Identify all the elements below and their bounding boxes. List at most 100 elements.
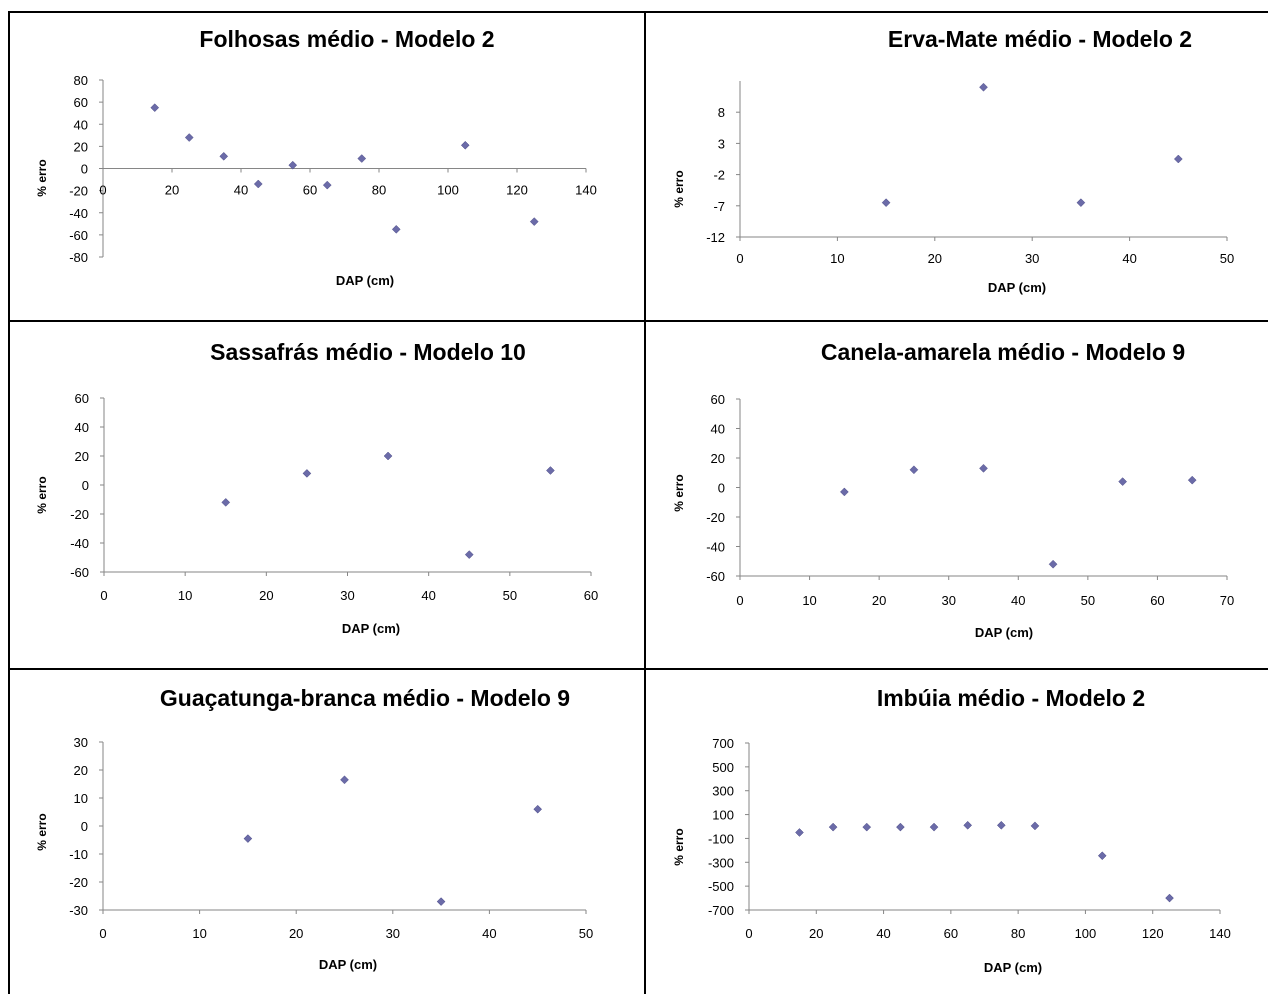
- y-tick-label: 3: [718, 136, 725, 151]
- x-tick-label: 0: [736, 593, 743, 608]
- y-tick-label: 0: [81, 819, 88, 834]
- data-point: [1187, 475, 1197, 485]
- data-point: [243, 834, 253, 843]
- y-tick-label: 100: [712, 808, 734, 823]
- y-tick-label: -20: [70, 507, 89, 522]
- y-tick-label: -60: [706, 569, 725, 584]
- x-tick-label: 0: [99, 926, 106, 941]
- y-tick-label: 20: [74, 139, 88, 154]
- chart-panel-3: Sassafrás médio - Modelo 10 -60 -40 -20 0 20 4…: [35, 339, 598, 636]
- data-point: [996, 820, 1006, 830]
- chart-panel-2: Erva-Mate médio - Modelo 2 -12 -7 -2 3 8 0 10 20…: [672, 26, 1234, 295]
- y-tick-label: 0: [718, 481, 725, 496]
- x-tick-label: 80: [1011, 926, 1025, 941]
- x-tick-label: 40: [421, 588, 435, 603]
- x-tick-label: 0: [745, 926, 752, 941]
- x-tick-label: 120: [1142, 926, 1164, 941]
- x-tick-label: 10: [830, 251, 844, 266]
- y-tick-label: 60: [75, 391, 89, 406]
- data-point: [1076, 198, 1086, 208]
- y-tick-label: -2: [713, 168, 725, 183]
- x-tick-label: 40: [1011, 593, 1025, 608]
- y-tick-label: 500: [712, 760, 734, 775]
- x-tick-label: 140: [1209, 926, 1231, 941]
- y-tick-label: -700: [708, 903, 734, 918]
- data-point: [302, 469, 312, 478]
- chart-panel-1: Folhosas médio - Modelo 2 -80 -60 -40 -20 0 20…: [35, 26, 597, 288]
- y-tick-label: -40: [706, 540, 725, 555]
- x-tick-label: 60: [584, 588, 598, 603]
- y-axis-title: % erro: [672, 170, 686, 207]
- x-tick-label: 40: [1122, 251, 1136, 266]
- data-point: [546, 466, 555, 475]
- y-tick-label: 40: [74, 117, 88, 132]
- chart-panel-5: Guaçatunga-branca médio - Modelo 9 -30 -20…: [35, 685, 593, 972]
- data-point: [464, 550, 474, 559]
- data-point: [963, 820, 973, 830]
- x-tick-label: 60: [1150, 593, 1164, 608]
- y-tick-label: 20: [74, 763, 88, 778]
- y-tick-label: -300: [708, 855, 734, 870]
- x-tick-label: 30: [1025, 251, 1039, 266]
- x-tick-label: 140: [575, 183, 597, 198]
- x-tick-label: 20: [289, 926, 303, 941]
- data-point: [909, 465, 919, 475]
- chart-panel-4: Canela-amarela médio - Modelo 9 -60 -40 -20…: [672, 339, 1234, 640]
- x-tick-label: 50: [1220, 251, 1234, 266]
- y-tick-label: -60: [69, 228, 88, 243]
- x-axis-title: DAP (cm): [984, 960, 1042, 975]
- chart-title: Imbúia médio - Modelo 2: [877, 685, 1145, 711]
- x-tick-label: 20: [872, 593, 886, 608]
- x-tick-label: 0: [100, 588, 107, 603]
- y-tick-label: -20: [706, 510, 725, 525]
- x-tick-label: 100: [437, 183, 459, 198]
- y-tick-label: 40: [711, 422, 725, 437]
- data-point: [150, 103, 160, 113]
- x-axis-title: DAP (cm): [988, 280, 1046, 295]
- y-tick-label: 10: [74, 791, 88, 806]
- y-tick-label: 300: [712, 784, 734, 799]
- x-tick-label: 60: [303, 183, 317, 198]
- data-point: [529, 217, 539, 226]
- data-point: [1048, 559, 1058, 569]
- x-axis-title: DAP (cm): [342, 621, 400, 636]
- x-tick-label: 0: [736, 251, 743, 266]
- data-point: [795, 828, 804, 837]
- y-tick-label: -80: [69, 250, 88, 265]
- data-point: [221, 498, 231, 507]
- x-tick-label: 20: [809, 926, 823, 941]
- data-point: [862, 822, 872, 832]
- x-tick-label: 10: [192, 926, 206, 941]
- y-tick-label: 700: [712, 736, 734, 751]
- y-tick-label: -500: [708, 879, 734, 894]
- data-point: [1173, 154, 1183, 164]
- y-tick-label: -12: [706, 230, 725, 245]
- x-tick-label: 20: [259, 588, 273, 603]
- x-tick-label: 120: [506, 183, 528, 198]
- y-axis-title: % erro: [672, 474, 686, 511]
- x-axis-title: DAP (cm): [975, 625, 1033, 640]
- x-axis-title: DAP (cm): [319, 957, 377, 972]
- data-point: [391, 224, 401, 234]
- data-point: [1030, 821, 1040, 831]
- data-point: [896, 822, 905, 832]
- y-axis-title: % erro: [35, 476, 49, 513]
- x-tick-label: 10: [802, 593, 816, 608]
- x-tick-label: 30: [386, 926, 400, 941]
- x-tick-label: 20: [165, 183, 179, 198]
- data-point: [288, 160, 298, 170]
- y-tick-label: -20: [69, 875, 88, 890]
- x-tick-label: 10: [178, 588, 192, 603]
- x-tick-label: 0: [99, 183, 106, 198]
- data-point: [184, 133, 194, 142]
- x-tick-label: 100: [1075, 926, 1097, 941]
- x-tick-label: 50: [579, 926, 593, 941]
- x-tick-label: 30: [941, 593, 955, 608]
- y-tick-label: 20: [75, 449, 89, 464]
- chart-panel-6: Imbúia médio - Modelo 2 -700 -500 -300 -100 1…: [672, 685, 1231, 975]
- data-point: [219, 151, 229, 161]
- x-tick-label: 40: [482, 926, 496, 941]
- x-tick-label: 40: [234, 183, 248, 198]
- y-axis-title: % erro: [35, 159, 49, 196]
- x-tick-label: 50: [503, 588, 517, 603]
